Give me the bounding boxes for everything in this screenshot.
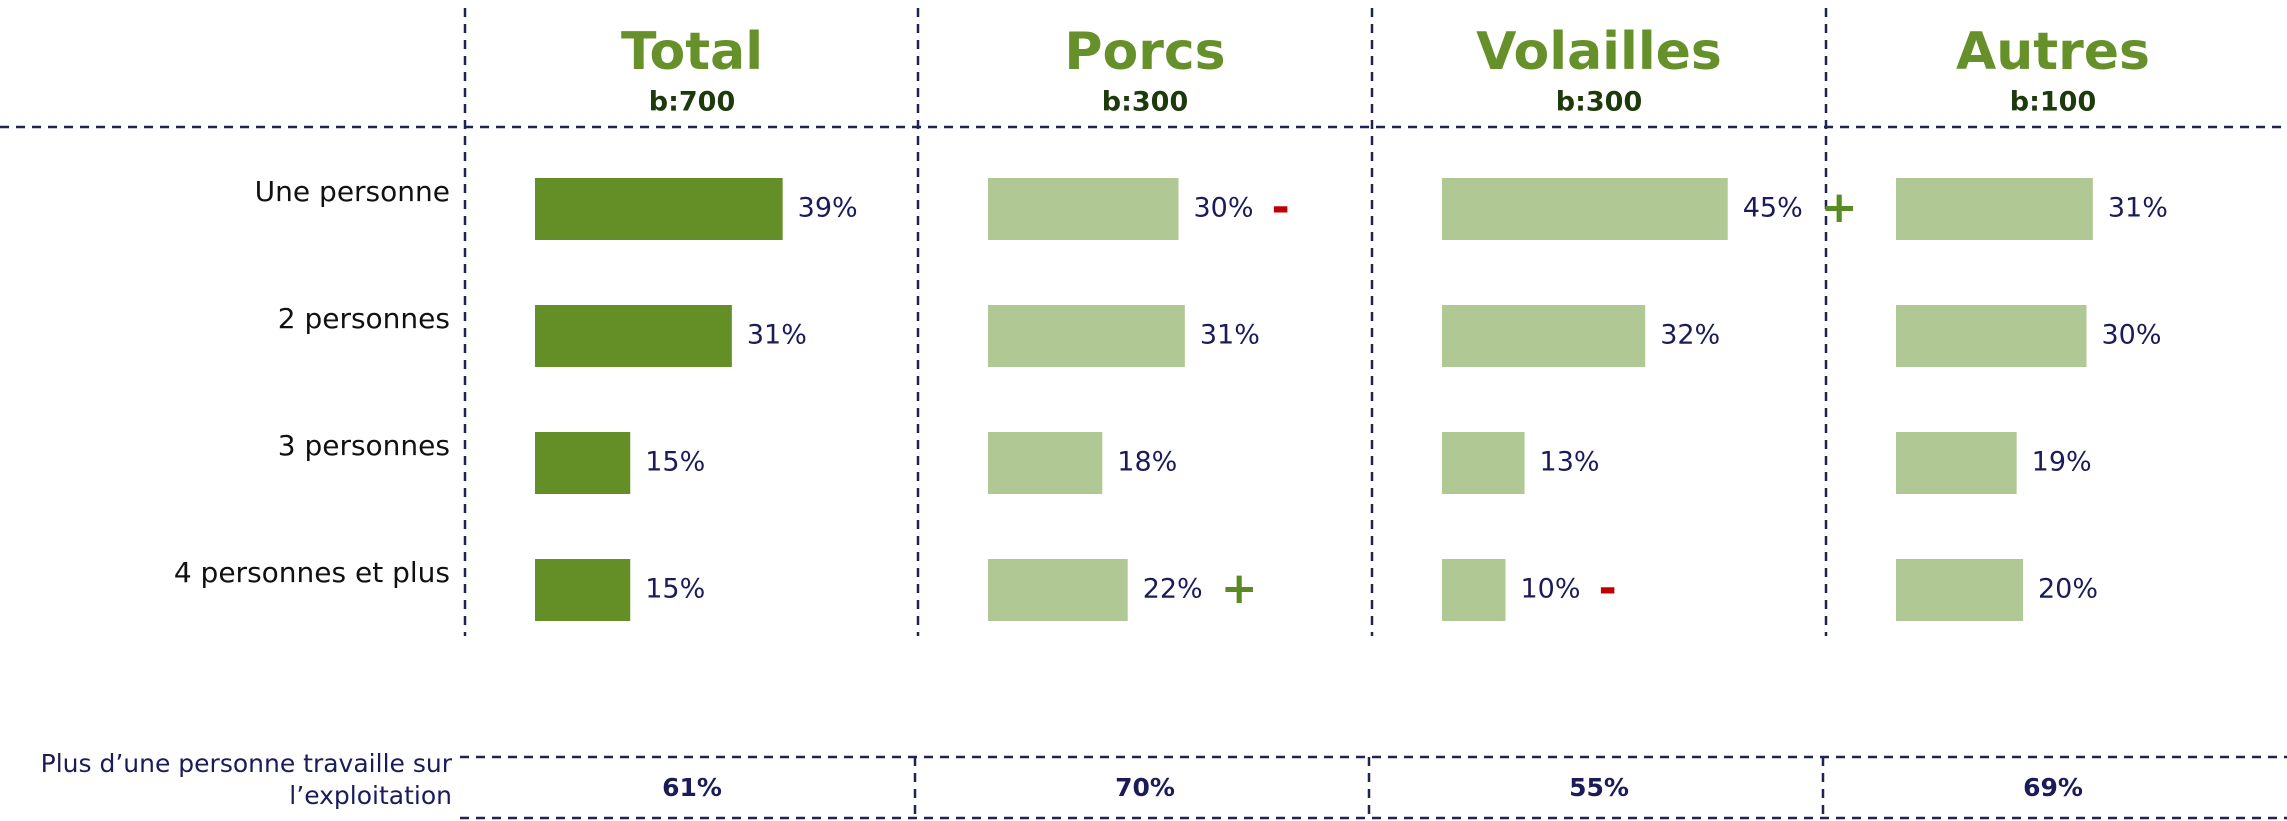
value-label: 45% [1743, 193, 1803, 224]
summary-value: 55% [1569, 773, 1629, 802]
value-label: 39% [798, 193, 858, 224]
bar [1442, 178, 1728, 240]
bar [988, 178, 1179, 240]
significance-marker: - [1599, 563, 1617, 614]
value-label: 32% [1660, 320, 1720, 351]
category-label: 4 personnes et plus [174, 556, 450, 589]
bar [1896, 305, 2087, 367]
value-label: 18% [1117, 447, 1177, 478]
bar [535, 305, 732, 367]
summary-value: 61% [662, 773, 722, 802]
summary-value: 70% [1115, 773, 1175, 802]
value-label: 22% [1143, 574, 1203, 605]
panel-subtitle: b:300 [1556, 87, 1642, 118]
category-label: 3 personnes [278, 429, 450, 462]
value-label: 30% [1194, 193, 1254, 224]
value-label: 31% [747, 320, 807, 351]
bar [535, 432, 631, 494]
significance-marker: + [1221, 563, 1258, 614]
bar [1896, 178, 2093, 240]
panel-subtitle: b:100 [2010, 87, 2096, 118]
summary-value: 69% [2023, 773, 2083, 802]
value-label: 10% [1521, 574, 1581, 605]
panel-subtitle: b:700 [649, 87, 735, 118]
bar [988, 432, 1103, 494]
bar [1442, 432, 1525, 494]
value-label: 15% [645, 574, 705, 605]
category-label: Une personne [255, 175, 450, 208]
bar [1442, 559, 1506, 621]
bar [1442, 305, 1646, 367]
bar [1896, 559, 2023, 621]
value-label: 31% [2108, 193, 2168, 224]
value-label: 15% [645, 447, 705, 478]
summary-label: Plus d’une personne travaille sur l’expl… [40, 749, 452, 810]
value-label: 19% [2032, 447, 2092, 478]
value-label: 13% [1540, 447, 1600, 478]
value-label: 31% [1200, 320, 1260, 351]
value-label: 30% [2102, 320, 2162, 351]
bar [988, 559, 1128, 621]
significance-marker: - [1272, 182, 1290, 233]
summary-label-box: Plus d’une personne travaille sur l’expl… [40, 749, 452, 810]
panel-title: Total [621, 22, 763, 82]
panel-subtitle: b:300 [1102, 87, 1188, 118]
bar [535, 559, 631, 621]
panel-title: Autres [1956, 22, 2150, 82]
value-label: 20% [2038, 574, 2098, 605]
panel-title: Porcs [1064, 22, 1225, 82]
significance-marker: + [1821, 182, 1858, 233]
bar [1896, 432, 2017, 494]
category-label: 2 personnes [278, 302, 450, 335]
bar [535, 178, 783, 240]
panel-title: Volailles [1476, 22, 1722, 82]
bar [988, 305, 1185, 367]
